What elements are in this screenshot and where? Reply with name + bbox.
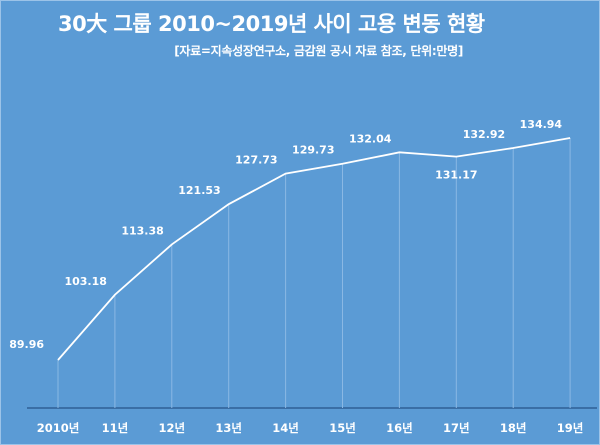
- x-tick-label: 11년: [102, 421, 129, 435]
- data-label: 134.94: [520, 118, 563, 131]
- series-line: [57, 137, 571, 361]
- x-tick-label: 18년: [500, 421, 527, 435]
- data-label: 113.38: [121, 224, 163, 237]
- chart-titles: 30大 그룹 2010~2019년 사이 고용 변동 현황 [자료=지속성장연구…: [58, 8, 485, 59]
- x-tick-label: 12년: [159, 421, 186, 435]
- data-label: 121.53: [178, 184, 220, 197]
- data-label: 129.73: [292, 144, 334, 157]
- x-tick-label: 17년: [443, 421, 470, 435]
- x-tick-label: 2010년: [37, 421, 80, 435]
- data-label: 132.92: [463, 128, 505, 141]
- x-tick-label: 14년: [272, 421, 299, 435]
- chart-title: 30大 그룹 2010~2019년 사이 고용 변동 현황: [58, 12, 485, 36]
- data-label: 103.18: [64, 275, 106, 288]
- x-tick-label: 19년: [557, 421, 584, 435]
- x-tick-label: 13년: [215, 421, 242, 435]
- chart-subtitle: [자료=지속성장연구소, 금감원 공시 자료 참조, 단위:만명]: [174, 44, 463, 58]
- data-label: 132.04: [349, 132, 392, 145]
- data-label: 89.96: [9, 338, 44, 351]
- data-label: 131.17: [435, 169, 477, 182]
- x-tick-label: 15년: [329, 421, 356, 435]
- data-label: 127.73: [235, 154, 277, 167]
- x-tick-label: 16년: [386, 421, 413, 435]
